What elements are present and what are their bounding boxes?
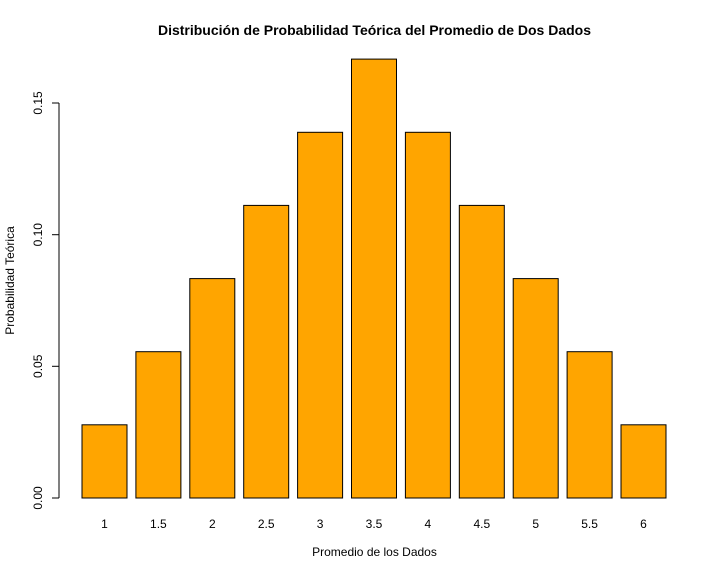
x-axis-label: Promedio de los Dados <box>312 545 437 559</box>
x-tick-label: 4 <box>425 517 432 531</box>
x-axis-tick-labels: 1 1.5 2 2.5 3 3.5 4 4.5 5 5.5 6 <box>101 517 647 531</box>
x-tick-label: 3 <box>317 517 324 531</box>
y-tick-label: 0.00 <box>31 486 45 510</box>
y-axis-label: Probabilidad Teórica <box>3 226 17 335</box>
x-tick-label: 2.5 <box>258 517 275 531</box>
x-tick-label: 6 <box>640 517 647 531</box>
bar-4 <box>404 131 451 499</box>
x-tick-label: 4.5 <box>473 517 490 531</box>
x-tick-label: 1.5 <box>150 517 167 531</box>
bar-6 <box>620 424 667 499</box>
bar-3 <box>297 131 344 499</box>
bar-2 <box>189 278 236 499</box>
bar-5 <box>512 278 559 499</box>
x-tick-label: 1 <box>101 517 108 531</box>
bar-4.5 <box>458 204 505 499</box>
x-tick-label: 5.5 <box>581 517 598 531</box>
bars-group <box>81 58 667 499</box>
y-tick-label: 0.10 <box>31 223 45 247</box>
y-tick-label: 0.15 <box>31 91 45 115</box>
bar-2.5 <box>243 204 290 499</box>
y-axis-ticks: 0.00 0.05 0.10 0.15 <box>31 91 59 510</box>
bar-3.5 <box>351 58 397 499</box>
y-tick-label: 0.05 <box>31 354 45 378</box>
bar-5.5 <box>566 351 613 499</box>
x-tick-label: 2 <box>209 517 216 531</box>
x-tick-label: 3.5 <box>366 517 383 531</box>
chart-title: Distribución de Probabilidad Teórica del… <box>158 22 591 38</box>
bar-1.5 <box>135 351 182 499</box>
bar-1 <box>81 424 128 499</box>
x-tick-label: 5 <box>532 517 539 531</box>
